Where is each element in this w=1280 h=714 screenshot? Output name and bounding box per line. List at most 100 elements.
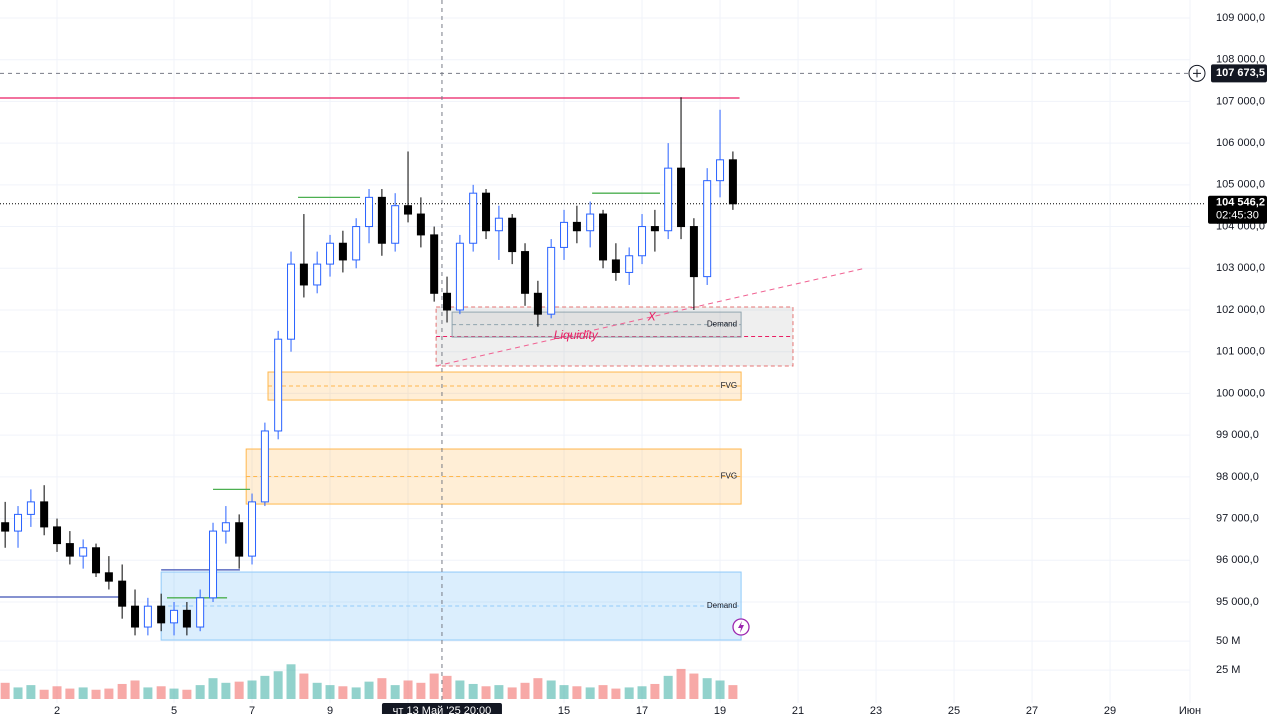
volume-bar <box>247 680 257 699</box>
plot: Demand FVG FVG Demand Liquidity X <box>0 0 1205 703</box>
candle-body <box>547 246 556 315</box>
candle-body <box>65 543 74 557</box>
volume-bar <box>26 685 36 699</box>
y-tick-label: 99 000,0 <box>1216 429 1259 441</box>
volume-bar <box>559 685 569 699</box>
candle-body <box>26 501 35 515</box>
candle-body <box>157 605 166 624</box>
candle-body <box>221 522 230 532</box>
candle-body <box>14 513 23 532</box>
volume-bar <box>676 668 686 699</box>
volume-bar <box>104 688 114 699</box>
volume-bar <box>377 678 387 699</box>
volume-bar <box>338 686 348 699</box>
volume-bar <box>221 682 231 699</box>
volume-tick-label: 50 M <box>1216 635 1240 647</box>
volume-bar <box>546 680 556 699</box>
zone-label: FVG <box>721 472 737 481</box>
volume-bar <box>195 685 205 699</box>
zone-label: Demand <box>707 601 737 610</box>
volume-bar <box>260 675 270 699</box>
candle-body <box>196 597 205 628</box>
candle-body <box>235 522 244 557</box>
x-tick-label: 19 <box>714 705 726 714</box>
volume-bar <box>481 686 491 699</box>
candle-body <box>170 609 179 624</box>
crosshair-time-label: чт 13 Май '25 20:00 <box>393 705 492 714</box>
volume-bar <box>156 686 166 699</box>
candle-body <box>391 205 400 244</box>
candle-body <box>248 501 257 557</box>
volume-bar <box>65 688 75 699</box>
volume-bar <box>416 682 426 699</box>
volume-bar <box>364 681 374 699</box>
volume-bar <box>143 687 153 699</box>
candle-body <box>650 226 659 232</box>
y-tick-label: 98 000,0 <box>1216 471 1259 483</box>
candle-body <box>287 263 296 340</box>
annotation: Liquidity <box>554 328 599 342</box>
volume-bar <box>533 678 543 699</box>
volume-bar <box>312 682 322 699</box>
volume-bar <box>169 688 179 699</box>
crosshair-price-label: 107 673,5 <box>1216 67 1265 79</box>
y-tick-label: 106 000,0 <box>1216 137 1265 149</box>
candle-body <box>104 572 113 582</box>
candle-body <box>560 221 569 248</box>
x-tick-label: 23 <box>870 705 882 714</box>
volume-bar <box>286 664 296 699</box>
volume-bar <box>520 682 530 699</box>
x-tick-label: 17 <box>636 705 648 714</box>
volume-bar <box>715 680 725 699</box>
alert-icon-bolt <box>738 621 744 633</box>
volume-bar <box>78 687 88 699</box>
volume-bar <box>325 685 335 699</box>
x-tick-label: 9 <box>327 705 333 714</box>
x-tick-label: 2 <box>54 705 60 714</box>
candle-body <box>455 242 464 311</box>
crosshair-time-box <box>381 703 502 714</box>
candle-body <box>260 430 269 503</box>
candle-body <box>299 263 308 286</box>
volume-bar <box>273 671 283 699</box>
candle-body <box>326 242 335 265</box>
x-tick-label: 15 <box>558 705 570 714</box>
volume-bar <box>611 688 621 699</box>
volume-bar <box>494 685 504 699</box>
volume-bar <box>507 687 517 699</box>
candle-body <box>338 242 347 261</box>
candle-body <box>430 234 439 294</box>
axis: 95 000,0 96 000,0 97 000,0 98 000,0 99 000,0… <box>54 12 1267 714</box>
x-tick-label: 25 <box>948 705 960 714</box>
volume-bar <box>598 685 608 699</box>
candle-body <box>625 255 634 273</box>
candle-body <box>352 226 361 261</box>
candle-body <box>209 530 218 599</box>
last-price-label: 104 546,2 <box>1216 197 1265 209</box>
add-alert-plus <box>1193 69 1201 78</box>
candle-body <box>443 292 452 311</box>
volume-bar <box>442 675 452 699</box>
volume-bar <box>728 685 738 699</box>
y-tick-label: 101 000,0 <box>1216 346 1265 358</box>
candle-body <box>521 251 530 294</box>
volume-bar <box>130 680 140 699</box>
candle-body <box>611 259 620 273</box>
volume-bar <box>689 673 699 699</box>
candle-body <box>40 501 49 528</box>
volume-tick-label: 25 M <box>1216 664 1240 676</box>
candle-body <box>377 196 386 244</box>
y-tick-label: 105 000,0 <box>1216 179 1265 191</box>
volume-bar <box>13 687 23 699</box>
volume-bar <box>117 683 127 699</box>
candle-body <box>533 292 542 315</box>
candle-body <box>572 221 581 232</box>
volume-bar <box>572 686 582 699</box>
volume-bar <box>91 689 101 699</box>
x-tick-label: 7 <box>249 705 255 714</box>
volume-bar <box>702 678 712 699</box>
volume-bar <box>403 680 413 699</box>
candle-body <box>1 522 10 532</box>
last-price-box <box>1208 195 1267 224</box>
